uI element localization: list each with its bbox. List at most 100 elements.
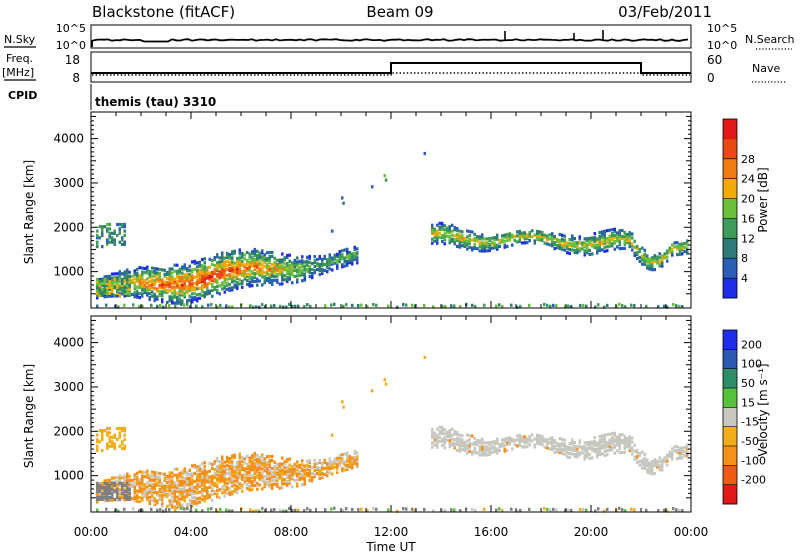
- velocity-cell: [313, 459, 316, 463]
- power-cell: [341, 249, 344, 253]
- velocity-cell: [506, 448, 509, 453]
- power-cell: [438, 227, 441, 231]
- velocity-cell: [146, 489, 149, 493]
- power-cell: [206, 276, 209, 280]
- power-cell: [126, 293, 129, 297]
- velocity-cell: [181, 483, 184, 487]
- power-cell: [168, 295, 171, 299]
- velocity-cell: [178, 487, 181, 491]
- power-cell: [298, 273, 301, 277]
- power-cell: [203, 291, 206, 295]
- power-cell: [186, 289, 189, 293]
- velocity-cell: [278, 486, 281, 490]
- velocity-cell: [441, 431, 444, 436]
- velocity-cell: [103, 479, 106, 483]
- power-cell: [603, 231, 606, 235]
- power-cell: [651, 256, 654, 260]
- power-cell: [105, 303, 108, 307]
- power-cell: [236, 264, 239, 269]
- power-cell: [238, 250, 241, 254]
- power-cell: [146, 271, 149, 275]
- velocity-cell: [233, 489, 236, 493]
- velocity-cell: [671, 457, 674, 461]
- velocity-cell: [218, 470, 221, 474]
- velocity-cell: [133, 489, 136, 493]
- power-cell: [163, 272, 166, 276]
- velocity-cell: [258, 459, 261, 463]
- power-cell: [228, 267, 231, 271]
- power-cell: [96, 279, 99, 283]
- power-cell: [633, 239, 636, 243]
- power-cell: [481, 245, 484, 249]
- velocity-cell: [243, 467, 246, 471]
- power-cell: [151, 278, 154, 282]
- velocity-cell: [581, 445, 584, 449]
- power-cell: [178, 271, 181, 275]
- power-cell: [553, 247, 556, 251]
- power-cell: [333, 257, 336, 261]
- power-cell: [558, 238, 561, 243]
- power-cell: [436, 229, 439, 233]
- velocity-cell: [273, 468, 276, 472]
- velocity-cell: [459, 509, 462, 513]
- power-cell: [611, 242, 614, 246]
- power-cell: [133, 287, 136, 291]
- velocity-cell: [651, 468, 654, 472]
- velocity-cell: [318, 472, 321, 477]
- power-cell: [221, 287, 224, 291]
- velocity-cell: [266, 469, 269, 473]
- power-cell: [261, 275, 264, 279]
- power-cell: [293, 260, 296, 264]
- velocity-cell: [238, 462, 241, 466]
- power-cell: [356, 247, 359, 251]
- power-cell: [558, 244, 561, 249]
- power-cell: [248, 280, 251, 284]
- power-cell: [146, 267, 149, 271]
- power-cell: [216, 261, 219, 265]
- power-cell: [541, 232, 544, 237]
- power-cell: [448, 241, 451, 245]
- velocity-cell: [603, 445, 606, 449]
- power-cell: [578, 247, 581, 251]
- power-cell: [106, 274, 109, 279]
- power-cell: [133, 291, 136, 295]
- velocity-cell: [681, 448, 684, 452]
- power-cell: [228, 255, 231, 259]
- colorbar-segment: [723, 465, 737, 485]
- power-cell: [568, 251, 571, 256]
- power-cell: [468, 245, 471, 250]
- velocity-cell: [258, 467, 261, 471]
- power-cell: [506, 238, 509, 243]
- velocity-cell: [326, 466, 329, 470]
- velocity-cell: [278, 476, 281, 480]
- velocity-cell: [113, 481, 116, 485]
- power-cell: [211, 278, 214, 282]
- power-cell: [448, 237, 451, 241]
- power-cell: [563, 244, 566, 248]
- power-cell: [138, 266, 141, 270]
- power-cell: [231, 268, 234, 272]
- power-cell: [103, 287, 106, 291]
- power-cell: [101, 283, 104, 287]
- power-cell: [521, 235, 524, 239]
- velocity-cell: [186, 493, 189, 497]
- velocity-cell: [293, 472, 296, 476]
- power-cell: [148, 287, 151, 292]
- power-cell: [576, 241, 579, 245]
- power-cell: [221, 283, 224, 287]
- power-cell: [316, 258, 319, 262]
- power-cell: [471, 238, 474, 242]
- velocity-cell: [663, 458, 666, 462]
- power-cell: [251, 278, 254, 282]
- power-cell: [328, 255, 331, 259]
- velocity-cell: [268, 465, 271, 469]
- power-cell: [183, 291, 186, 295]
- velocity-cell: [678, 452, 681, 456]
- time-tick-label: 00:00: [74, 525, 109, 539]
- power-cell: [251, 260, 254, 264]
- power-cell: [111, 238, 114, 242]
- power-cell: [121, 225, 124, 229]
- power-cell: [208, 277, 211, 281]
- power-cell: [196, 273, 199, 277]
- velocity-cell: [271, 484, 274, 488]
